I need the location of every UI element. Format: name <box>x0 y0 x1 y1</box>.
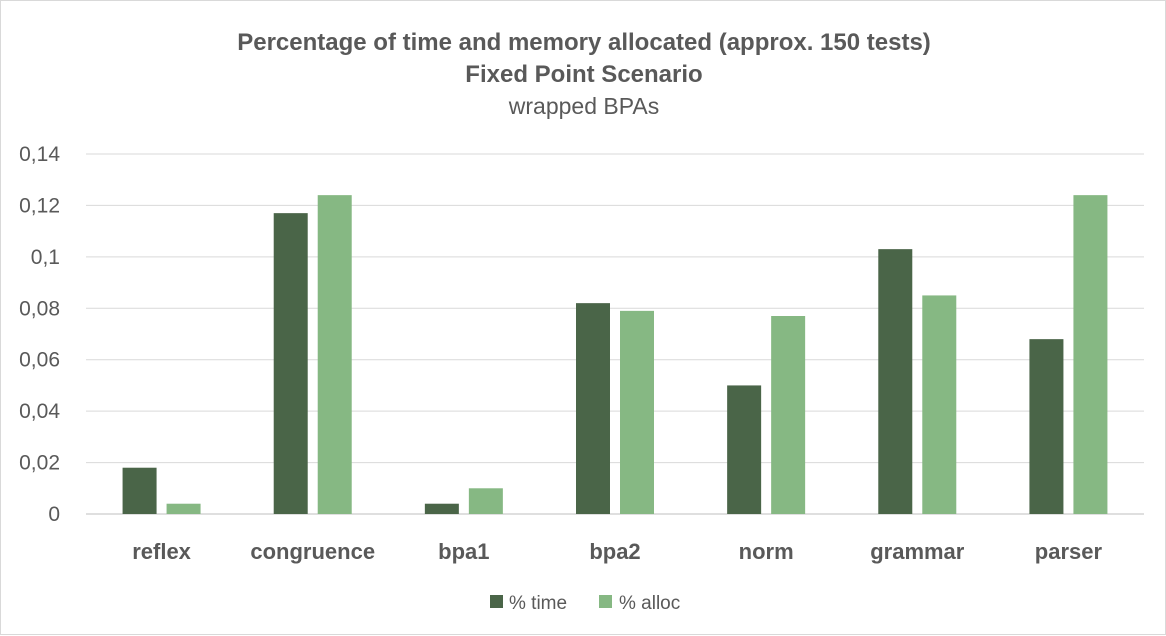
x-axis-category-labels: reflex congruence bpa1 bpa2 norm grammar parse… <box>132 539 1102 564</box>
bar-reflex-time <box>122 467 157 514</box>
bar-norm-time <box>727 385 762 514</box>
bar-bpa2-alloc <box>620 310 654 514</box>
bar-reflex-alloc <box>166 503 201 514</box>
y-tick-label: 0,02 <box>19 452 60 475</box>
x-category-label: reflex <box>132 539 191 564</box>
legend-swatch <box>599 595 612 608</box>
x-category-label: congruence <box>250 539 375 564</box>
chart-subtitle: Fixed Point Scenario <box>465 61 702 88</box>
legend-label: % time <box>509 593 567 614</box>
legend-label: % alloc <box>619 593 680 614</box>
y-tick-label: 0,04 <box>19 400 60 423</box>
bar-parser-alloc <box>1073 195 1108 514</box>
bar-parser-time <box>1029 339 1064 514</box>
bar-congruence-alloc <box>317 195 352 514</box>
x-category-label: bpa1 <box>438 539 489 564</box>
y-tick-label: 0 <box>48 503 60 526</box>
y-tick-label: 0,08 <box>19 297 60 320</box>
bar-congruence-time <box>273 213 308 514</box>
y-tick-label: 0,12 <box>19 194 60 217</box>
y-tick-label: 0,06 <box>19 349 60 372</box>
chart-title: Percentage of time and memory allocated … <box>237 29 931 56</box>
y-tick-label: 0,1 <box>31 246 60 269</box>
bar-grammar-time <box>878 249 913 514</box>
bar-bpa2-time <box>576 303 610 514</box>
legend: % time % alloc <box>490 593 680 614</box>
y-tick-label: 0,14 <box>19 143 60 166</box>
bar-bpa1-alloc <box>468 488 503 514</box>
x-category-label: parser <box>1035 539 1103 564</box>
bar-grammar-alloc <box>922 295 957 514</box>
chart-subtitle-secondary: wrapped BPAs <box>508 93 659 119</box>
gridlines <box>86 153 1144 515</box>
x-category-label: bpa2 <box>589 539 640 564</box>
y-axis-tick-labels: 0 0,02 0,04 0,06 0,08 0,1 0,12 0,14 <box>19 143 60 526</box>
legend-swatch <box>490 595 503 608</box>
bar-norm-alloc <box>771 316 806 514</box>
x-category-label: norm <box>739 539 794 564</box>
x-category-label: grammar <box>870 539 965 564</box>
bars <box>122 195 1108 514</box>
bar-bpa1-time <box>424 503 459 514</box>
